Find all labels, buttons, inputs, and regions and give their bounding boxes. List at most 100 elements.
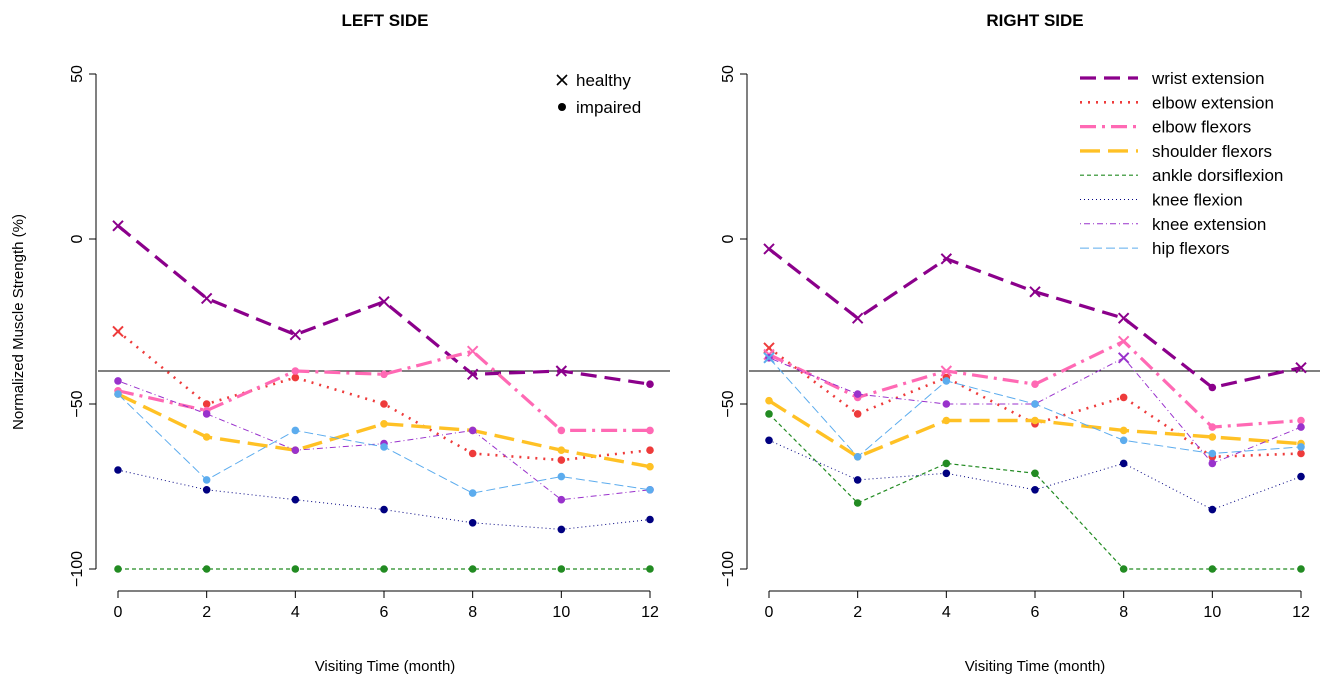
left-point-impaired-knee-extension (291, 446, 300, 455)
legend-label-hip-flexors: hip flexors (1152, 239, 1229, 258)
right-y-tick-label: 50 (720, 65, 737, 83)
right-point-impaired-knee-flexion (1031, 486, 1039, 494)
right-point-impaired-hip-flexors (1119, 436, 1128, 445)
right-point-healthy-wrist-extension (1117, 312, 1130, 324)
left-series-line-elbow-flexors (117, 349, 650, 432)
left-point-healthy-wrist-extension (466, 368, 479, 381)
right-point-healthy-wrist-extension (851, 312, 864, 324)
left-y-tick-label: 0 (69, 234, 86, 243)
left-series-line-knee-flexion (117, 469, 651, 530)
left-point-impaired-shoulder-flexors (202, 433, 211, 441)
right-point-impaired-elbow-extension (1119, 393, 1128, 402)
right-y-tick-label: −100 (720, 551, 737, 587)
left-point-healthy-wrist-extension (200, 292, 213, 305)
left-side-panel: LEFT SIDE Visiting Time (month) Normaliz… (10, 11, 670, 675)
right-x-axis-label: Visiting Time (month) (965, 658, 1106, 675)
left-point-impaired-elbow-flexors (557, 426, 566, 435)
left-panel-title: LEFT SIDE (342, 11, 429, 30)
right-point-healthy-hip-flexors (763, 352, 775, 364)
right-point-impaired-ankle-dorsiflexion (1119, 565, 1128, 573)
right-series-line-shoulder-flexors (768, 399, 1302, 459)
left-point-impaired-knee-extension (202, 410, 211, 418)
right-point-impaired-knee-flexion (1208, 505, 1217, 514)
left-point-impaired-elbow-extension (291, 373, 300, 382)
left-point-impaired-elbow-flexors (380, 370, 388, 379)
left-series-line-wrist-extension (116, 224, 651, 386)
left-point-healthy-wrist-extension (289, 328, 302, 341)
right-x-tick-label: 8 (1119, 604, 1128, 621)
right-point-healthy-elbow-flexors (940, 365, 953, 377)
right-point-impaired-knee-extension (1208, 459, 1217, 468)
legend-healthy-symbol (556, 74, 568, 86)
right-point-impaired-shoulder-flexors (1208, 433, 1217, 441)
right-point-impaired-elbow-extension (1297, 449, 1305, 458)
right-point-impaired-knee-extension (1297, 423, 1305, 431)
left-point-impaired-elbow-extension (557, 456, 566, 464)
legend-impaired-symbol (558, 103, 566, 111)
right-point-healthy-knee-extension (1117, 352, 1130, 364)
left-point-impaired-hip-flexors (468, 489, 477, 497)
left-point-impaired-knee-extension (557, 495, 566, 504)
left-y-tick-label: −100 (69, 551, 86, 587)
left-point-impaired-wrist-extension (646, 380, 654, 389)
right-point-impaired-wrist-extension (1208, 383, 1217, 392)
right-x-tick-label: 2 (853, 604, 862, 621)
right-point-healthy-wrist-extension (763, 243, 775, 255)
right-point-impaired-elbow-flexors (1031, 380, 1039, 389)
left-point-impaired-elbow-flexors (291, 367, 300, 375)
left-y-tick-label: −50 (69, 390, 86, 417)
left-x-tick-label: 6 (380, 604, 389, 621)
right-point-impaired-knee-flexion (853, 476, 862, 484)
left-x-tick-label: 0 (114, 604, 123, 621)
left-point-impaired-elbow-extension (202, 400, 211, 408)
left-point-healthy-wrist-extension (378, 295, 390, 308)
right-point-impaired-knee-flexion (942, 469, 951, 478)
right-point-impaired-ankle-dorsiflexion (1297, 565, 1305, 573)
right-point-healthy-wrist-extension (940, 253, 953, 265)
right-x-tick-label: 10 (1203, 604, 1221, 621)
right-x-tick-label: 12 (1292, 604, 1310, 621)
left-y-axis-label: Normalized Muscle Strength (%) (10, 214, 27, 430)
right-point-impaired-elbow-extension (853, 410, 862, 418)
left-x-axis-label: Visiting Time (month) (315, 658, 456, 675)
legend-label-shoulder-flexors: shoulder flexors (1152, 142, 1272, 161)
right-x-tick-label: 4 (942, 604, 951, 621)
left-point-impaired-hip-flexors (380, 443, 388, 451)
legend-label-impaired: impaired (576, 98, 641, 117)
left-point-healthy-elbow-flexors (466, 345, 479, 357)
right-point-impaired-shoulder-flexors (942, 416, 951, 425)
right-point-impaired-hip-flexors (853, 453, 862, 461)
left-point-impaired-hip-flexors (557, 472, 566, 481)
right-point-impaired-knee-flexion (1119, 459, 1128, 468)
right-point-impaired-knee-extension (942, 400, 951, 408)
left-x-tick-label: 4 (291, 604, 300, 621)
left-point-impaired-elbow-extension (380, 400, 388, 408)
right-point-healthy-elbow-flexors (1117, 335, 1130, 348)
right-point-impaired-hip-flexors (1031, 400, 1039, 408)
legend-label-elbow-flexors: elbow flexors (1152, 118, 1251, 137)
legend-label-ankle-dorsiflexion: ankle dorsiflexion (1152, 166, 1283, 185)
right-x-tick-label: 0 (765, 604, 774, 621)
left-point-impaired-knee-flexion (202, 486, 211, 494)
right-point-impaired-ankle-dorsiflexion (942, 459, 951, 468)
right-point-impaired-knee-extension (853, 390, 862, 398)
legend-label-knee-extension: knee extension (1152, 215, 1266, 234)
legend-label-elbow-extension: elbow extension (1152, 93, 1274, 112)
left-point-impaired-ankle-dorsiflexion (380, 565, 388, 573)
left-point-impaired-elbow-extension (646, 446, 654, 455)
left-point-impaired-knee-extension (114, 377, 122, 385)
left-point-impaired-ankle-dorsiflexion (291, 565, 300, 573)
left-point-impaired-hip-flexors (646, 486, 654, 494)
right-side-panel: RIGHT SIDE Visiting Time (month) −100 −50… (720, 11, 1320, 675)
left-point-healthy-wrist-extension (112, 220, 124, 232)
left-point-impaired-hip-flexors (114, 390, 122, 398)
left-point-impaired-ankle-dorsiflexion (114, 565, 122, 573)
right-y-tick-label: −50 (720, 390, 737, 417)
left-point-impaired-knee-flexion (557, 525, 566, 534)
right-point-healthy-wrist-extension (1029, 286, 1041, 298)
left-x-tick-label: 8 (468, 604, 477, 621)
right-point-impaired-shoulder-flexors (1031, 416, 1039, 425)
left-point-impaired-knee-flexion (468, 519, 477, 527)
left-point-healthy-elbow-extension (112, 325, 124, 338)
